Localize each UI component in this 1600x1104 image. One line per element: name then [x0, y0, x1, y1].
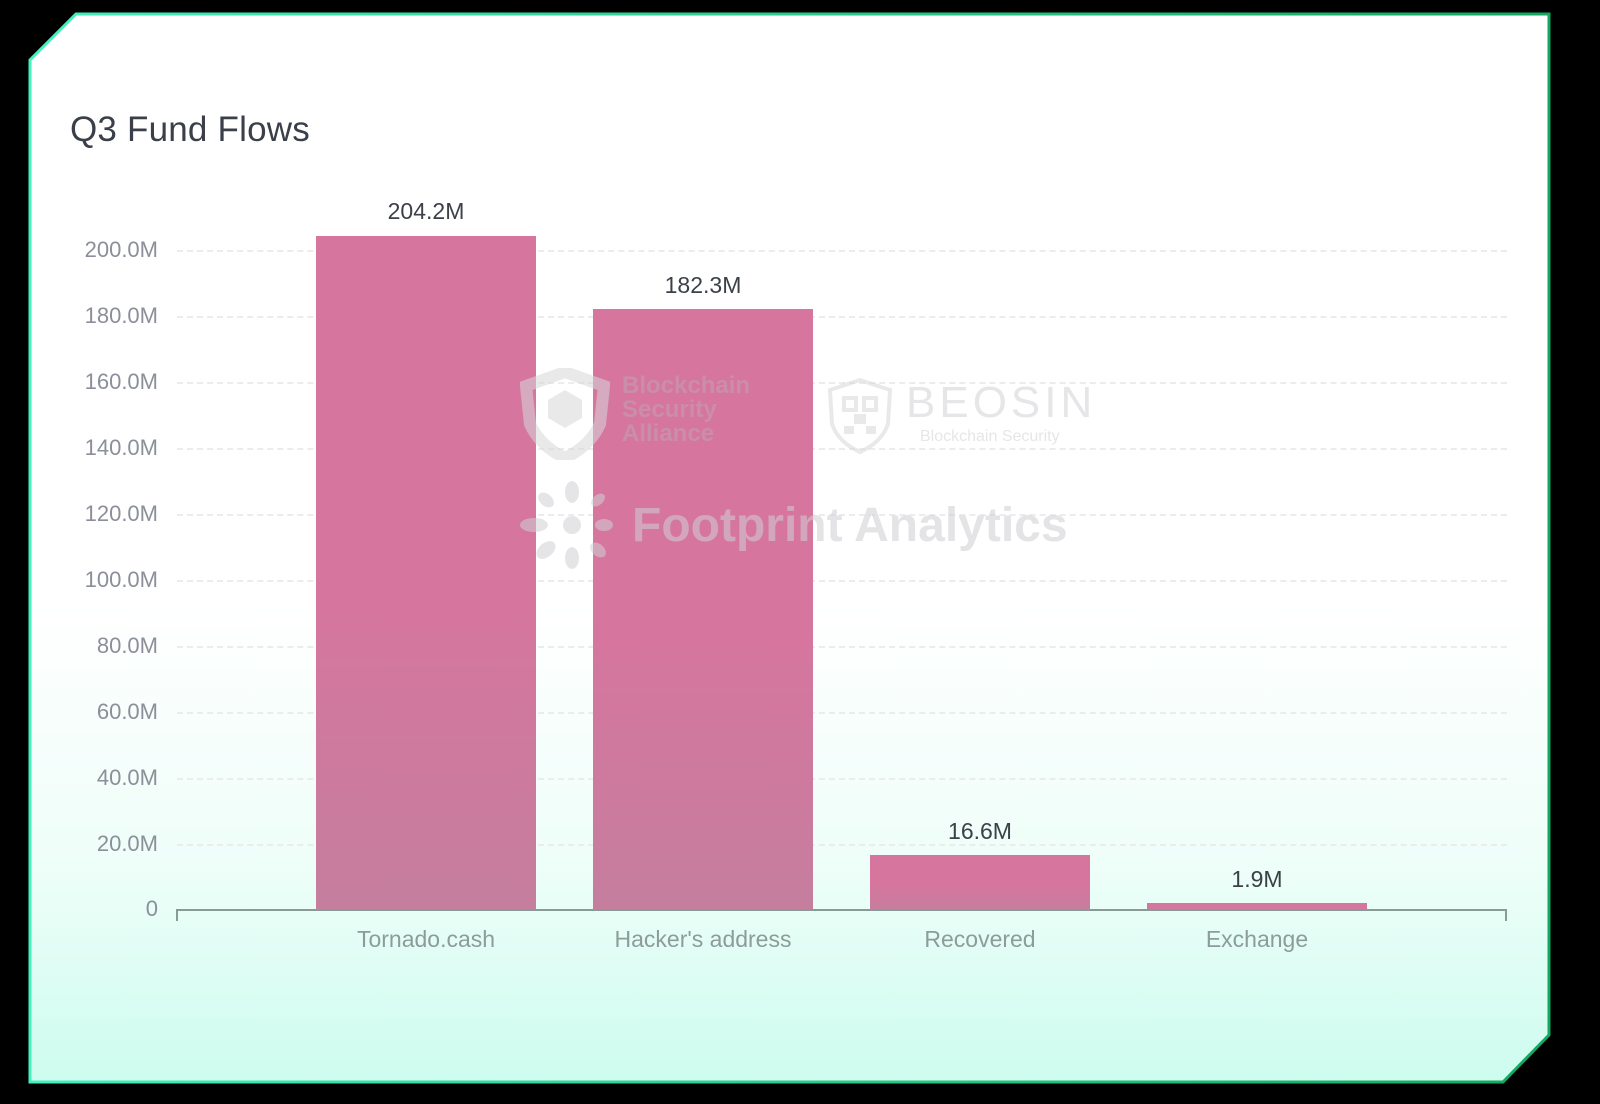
bar-value-label: 204.2M [387, 198, 465, 224]
bsa-line-2: Security [622, 396, 717, 423]
x-tick-label: Exchange [1205, 926, 1309, 952]
y-tick-label: 20.0M [96, 831, 158, 856]
y-tick-label: 60.0M [96, 699, 158, 724]
bsa-line-3: Alliance [622, 420, 715, 447]
gridline [177, 778, 1507, 780]
bar-exchange[interactable] [1147, 903, 1367, 910]
beosin-tagline: Blockchain Security [920, 428, 1060, 445]
footprint-text: Footprint Analytics [632, 499, 1068, 552]
chart-title: Q3 Fund Flows [70, 110, 310, 149]
gridline [177, 250, 1507, 252]
gridline [177, 316, 1507, 318]
y-tick-label: 180.0M [84, 303, 158, 328]
y-tick-label: 80.0M [96, 633, 158, 658]
bsa-watermark: Blockchain Security Alliance [519, 365, 750, 465]
beosin-name: BEOSIN [906, 378, 1097, 427]
x-axis-tick [176, 909, 178, 921]
y-tick-label: 0 [145, 896, 158, 921]
bar-value-label: 182.3M [664, 272, 742, 298]
shield-cube-icon [519, 365, 611, 465]
y-tick-label: 140.0M [84, 435, 158, 460]
gridline [177, 712, 1507, 714]
y-tick-label: 40.0M [96, 765, 158, 790]
gridline [177, 382, 1507, 384]
y-tick-label: 200.0M [84, 237, 158, 262]
x-tick-label: Tornado.cash [356, 926, 496, 952]
x-axis-tick [1505, 909, 1507, 921]
gridline [177, 844, 1507, 846]
gridline [177, 646, 1507, 648]
bar-hackers-address[interactable] [593, 309, 813, 910]
bar-value-label: 16.6M [948, 818, 1012, 844]
x-tick-label: Recovered [924, 926, 1036, 952]
gridline [177, 448, 1507, 450]
x-axis-line [176, 909, 1506, 911]
gridline [177, 580, 1507, 582]
bar-recovered[interactable] [870, 855, 1090, 910]
beosin-shield-icon [827, 377, 893, 455]
bar-tornado-cash[interactable] [316, 236, 536, 910]
y-tick-label: 120.0M [84, 501, 158, 526]
bsa-line-1: Blockchain [622, 372, 751, 399]
footprint-flower-icon [520, 481, 613, 569]
y-tick-label: 160.0M [84, 369, 158, 394]
beosin-watermark: BEOSIN Blockchain Security [826, 376, 1092, 461]
x-tick-label: Hacker's address [614, 926, 792, 952]
footprint-watermark: Footprint Analytics [514, 480, 1068, 575]
y-tick-label: 100.0M [84, 567, 158, 592]
gridline [177, 514, 1507, 516]
bar-value-label: 1.9M [1231, 866, 1283, 892]
